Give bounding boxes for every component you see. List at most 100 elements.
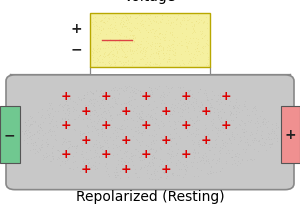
- Point: [250, 110, 255, 113]
- Point: [33, 143, 38, 146]
- Point: [153, 174, 158, 177]
- Point: [211, 118, 216, 121]
- Point: [230, 156, 234, 159]
- Point: [151, 108, 155, 111]
- Point: [187, 100, 192, 103]
- Point: [255, 117, 260, 121]
- Point: [88, 101, 93, 105]
- Point: [238, 162, 242, 165]
- Point: [196, 140, 200, 144]
- Point: [242, 150, 247, 154]
- Point: [101, 21, 106, 24]
- Point: [64, 125, 68, 129]
- Point: [100, 99, 105, 102]
- Point: [162, 124, 167, 127]
- Point: [217, 103, 222, 106]
- Point: [92, 109, 97, 112]
- Point: [99, 26, 103, 29]
- Point: [152, 129, 156, 132]
- Point: [117, 113, 122, 116]
- Point: [85, 142, 90, 145]
- Point: [114, 49, 118, 52]
- Point: [163, 106, 168, 109]
- Point: [70, 106, 75, 109]
- Point: [170, 173, 175, 177]
- Point: [195, 167, 200, 170]
- Point: [44, 151, 48, 155]
- Point: [204, 92, 209, 95]
- Point: [172, 110, 177, 113]
- Point: [118, 38, 123, 41]
- Point: [183, 102, 188, 105]
- Point: [187, 40, 191, 43]
- Point: [145, 163, 150, 167]
- Point: [63, 138, 68, 141]
- Point: [198, 88, 203, 91]
- Point: [216, 157, 221, 160]
- Point: [161, 144, 166, 147]
- Point: [86, 164, 91, 167]
- Point: [196, 51, 201, 54]
- Point: [224, 161, 228, 165]
- Point: [194, 102, 199, 105]
- Point: [188, 58, 193, 61]
- Point: [132, 98, 137, 101]
- Point: [243, 121, 248, 125]
- Point: [91, 104, 95, 108]
- Point: [166, 152, 170, 155]
- Point: [98, 102, 103, 105]
- Point: [169, 153, 174, 156]
- Point: [135, 52, 140, 56]
- Point: [269, 138, 274, 141]
- Point: [53, 124, 58, 127]
- Point: [173, 163, 178, 166]
- Point: [149, 114, 154, 118]
- Point: [97, 143, 102, 146]
- Point: [56, 110, 61, 113]
- Point: [31, 133, 36, 136]
- Point: [211, 121, 215, 125]
- Point: [101, 130, 106, 134]
- Point: [139, 116, 143, 120]
- Point: [194, 129, 199, 132]
- Point: [113, 100, 118, 103]
- Point: [145, 36, 150, 39]
- Point: [48, 104, 53, 107]
- Point: [113, 165, 118, 169]
- Text: +: +: [60, 90, 71, 103]
- Point: [125, 17, 130, 20]
- Point: [168, 33, 173, 36]
- Point: [200, 30, 205, 34]
- Point: [101, 150, 106, 153]
- Point: [177, 134, 182, 138]
- Point: [198, 159, 203, 162]
- Point: [190, 104, 195, 108]
- Point: [82, 94, 87, 97]
- Point: [178, 22, 182, 26]
- Point: [129, 61, 134, 64]
- Point: [102, 39, 107, 42]
- Point: [172, 16, 177, 20]
- Point: [251, 136, 256, 140]
- Point: [128, 49, 133, 52]
- Point: [83, 151, 88, 154]
- Point: [195, 48, 200, 51]
- Point: [184, 92, 189, 95]
- Point: [133, 130, 138, 133]
- Text: +: +: [160, 104, 171, 117]
- Point: [97, 147, 102, 150]
- Point: [245, 114, 250, 118]
- Point: [93, 50, 98, 53]
- Point: [192, 23, 197, 27]
- Point: [109, 119, 114, 122]
- Point: [158, 96, 163, 99]
- Point: [118, 62, 123, 65]
- Point: [189, 21, 194, 25]
- Point: [120, 44, 125, 47]
- Point: [220, 144, 225, 147]
- Point: [140, 152, 145, 155]
- Point: [206, 64, 211, 68]
- Point: [158, 139, 162, 142]
- Point: [132, 126, 137, 129]
- Point: [187, 152, 192, 155]
